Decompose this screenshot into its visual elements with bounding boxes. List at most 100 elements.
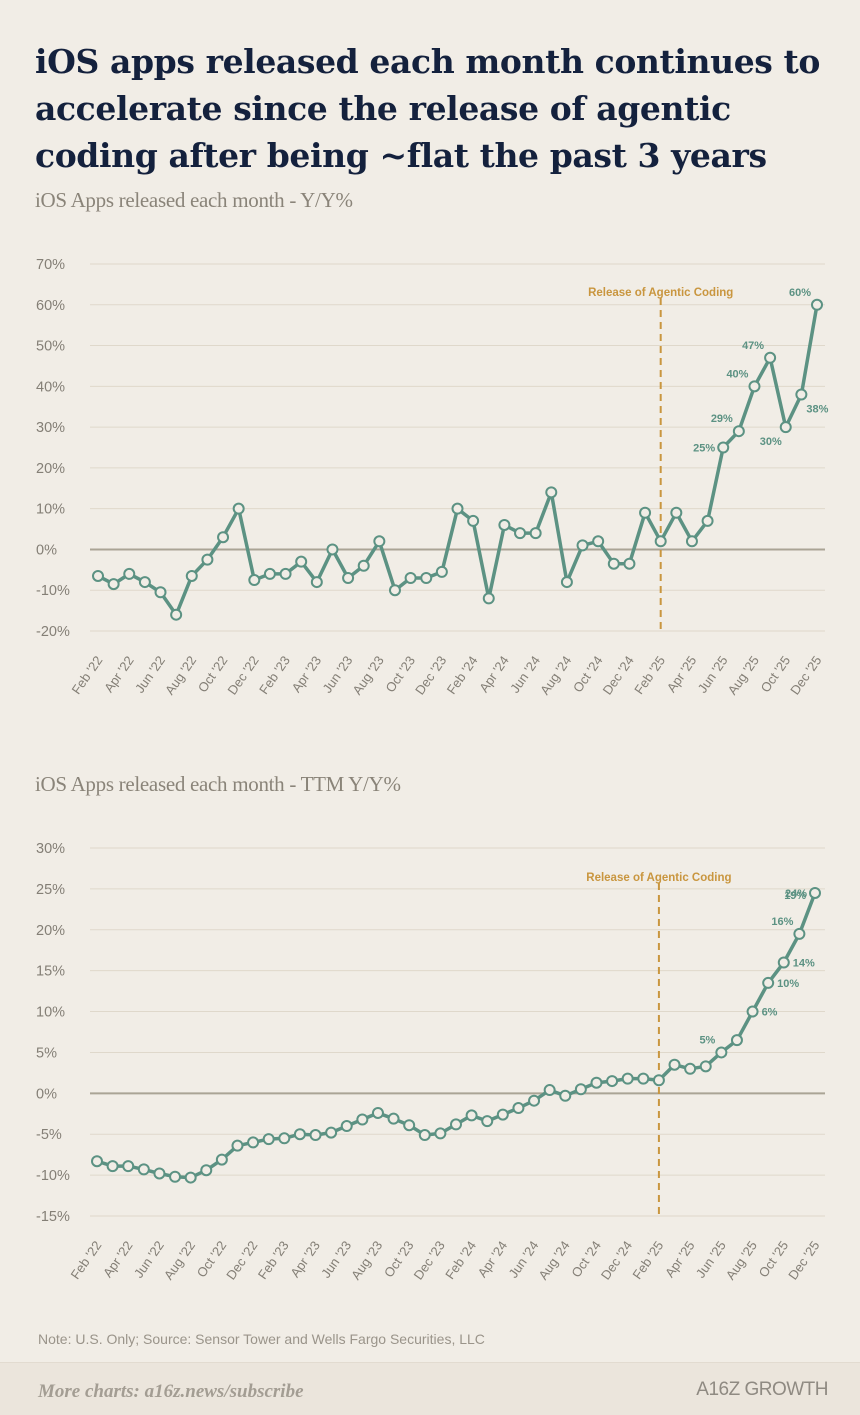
data-point bbox=[529, 527, 542, 540]
x-tick-label: Feb '23 bbox=[256, 653, 293, 697]
data-point bbox=[465, 1109, 478, 1122]
x-tick-label: Feb '25 bbox=[629, 1238, 666, 1282]
data-point bbox=[451, 502, 464, 515]
y-tick-label: 25% bbox=[36, 882, 65, 898]
footer: More charts: a16z.news/subscribe A16Z GR… bbox=[0, 1362, 860, 1415]
chart-title-ttm: iOS Apps released each month - TTM Y/Y% bbox=[35, 772, 401, 796]
x-tick-label: Aug '25 bbox=[725, 653, 762, 697]
data-point bbox=[652, 1074, 665, 1087]
data-point bbox=[387, 1112, 400, 1125]
data-point bbox=[248, 574, 261, 587]
data-label: 14% bbox=[793, 957, 815, 969]
data-point bbox=[496, 1108, 509, 1121]
data-point bbox=[137, 1163, 150, 1176]
data-point bbox=[528, 1094, 541, 1107]
x-tick-label: Dec '25 bbox=[785, 1238, 822, 1282]
data-point bbox=[699, 1060, 712, 1073]
data-point bbox=[231, 1139, 244, 1152]
data-point bbox=[576, 539, 589, 552]
data-point bbox=[545, 486, 558, 499]
data-point bbox=[169, 1170, 182, 1183]
data-point bbox=[91, 1155, 103, 1168]
y-tick-label: 0% bbox=[36, 1086, 57, 1102]
x-tick-label: Aug '24 bbox=[537, 653, 574, 697]
data-point bbox=[357, 559, 370, 572]
data-point bbox=[123, 567, 136, 580]
data-point bbox=[371, 1106, 384, 1119]
y-tick-label: 50% bbox=[36, 339, 65, 355]
data-point bbox=[450, 1118, 462, 1131]
x-tick-label: Apr '23 bbox=[287, 1238, 323, 1280]
a16z-growth-logo: A16Z GROWTH bbox=[696, 1379, 828, 1400]
data-point bbox=[732, 425, 745, 438]
data-point bbox=[107, 578, 120, 591]
x-tick-label: Apr '25 bbox=[662, 1238, 698, 1280]
data-point bbox=[342, 571, 355, 584]
x-tick-label: Apr '24 bbox=[475, 1238, 511, 1280]
data-point bbox=[684, 1062, 697, 1075]
data-label: 30% bbox=[760, 436, 782, 448]
data-point bbox=[811, 298, 823, 311]
data-label: 60% bbox=[789, 287, 811, 299]
data-point bbox=[559, 1089, 572, 1102]
data-point bbox=[217, 531, 230, 544]
data-point bbox=[467, 514, 480, 527]
agentic-coding-annotation: Release of Agentic Coding bbox=[588, 287, 733, 299]
subscribe-link[interactable]: More charts: a16z.news/subscribe bbox=[38, 1381, 304, 1402]
data-point bbox=[717, 441, 730, 454]
y-tick-label: 30% bbox=[36, 841, 65, 857]
data-point bbox=[295, 555, 308, 568]
data-point bbox=[434, 1127, 447, 1140]
y-tick-label: 70% bbox=[36, 257, 65, 273]
data-point bbox=[764, 351, 777, 364]
data-point bbox=[574, 1083, 587, 1096]
data-label: 29% bbox=[711, 413, 733, 425]
data-point bbox=[621, 1072, 634, 1085]
agentic-coding-annotation: Release of Agentic Coding bbox=[586, 872, 731, 884]
data-point bbox=[170, 608, 183, 621]
data-point bbox=[138, 576, 151, 589]
y-tick-label: 20% bbox=[36, 923, 65, 939]
data-point bbox=[310, 576, 323, 589]
x-tick-label: Dec '22 bbox=[223, 1238, 260, 1282]
x-tick-label: Dec '25 bbox=[787, 653, 824, 697]
data-point bbox=[154, 586, 167, 599]
data-point bbox=[670, 506, 683, 519]
data-point bbox=[481, 1115, 494, 1128]
data-point bbox=[325, 1126, 338, 1139]
data-point bbox=[560, 576, 573, 589]
data-point bbox=[730, 1034, 743, 1047]
data-point bbox=[482, 592, 495, 605]
data-point bbox=[200, 1164, 213, 1177]
x-tick-label: Feb '22 bbox=[69, 653, 106, 697]
x-tick-label: Dec '23 bbox=[412, 653, 449, 697]
data-label: 19% bbox=[784, 890, 806, 902]
data-point bbox=[795, 388, 808, 401]
data-point bbox=[122, 1160, 135, 1173]
y-tick-label: -15% bbox=[36, 1209, 70, 1225]
y-tick-label: 40% bbox=[36, 379, 65, 395]
data-label: 47% bbox=[742, 340, 764, 352]
data-point bbox=[263, 567, 276, 580]
x-tick-label: Feb '25 bbox=[631, 653, 668, 697]
x-tick-label: Feb '23 bbox=[255, 1238, 292, 1282]
data-point bbox=[748, 380, 761, 393]
y-tick-label: 60% bbox=[36, 298, 65, 314]
data-point bbox=[746, 1005, 759, 1018]
data-point bbox=[420, 571, 433, 584]
data-point bbox=[654, 535, 667, 548]
data-label: 38% bbox=[806, 403, 828, 415]
ttm-line-chart: -15%-10%-5%0%5%10%15%20%25%30%Feb '22Apr… bbox=[36, 841, 825, 1283]
data-label: 25% bbox=[693, 443, 715, 455]
data-point bbox=[715, 1046, 728, 1059]
source-note: Note: U.S. Only; Source: Sensor Tower an… bbox=[38, 1331, 485, 1347]
data-label: 5% bbox=[699, 1034, 715, 1046]
data-label: 10% bbox=[777, 978, 799, 990]
data-point bbox=[215, 1153, 228, 1166]
data-point bbox=[404, 571, 417, 584]
series-line bbox=[96, 303, 819, 617]
data-point bbox=[435, 565, 448, 578]
data-point bbox=[592, 535, 605, 548]
data-label: 24% bbox=[785, 888, 807, 900]
data-point bbox=[777, 956, 790, 969]
